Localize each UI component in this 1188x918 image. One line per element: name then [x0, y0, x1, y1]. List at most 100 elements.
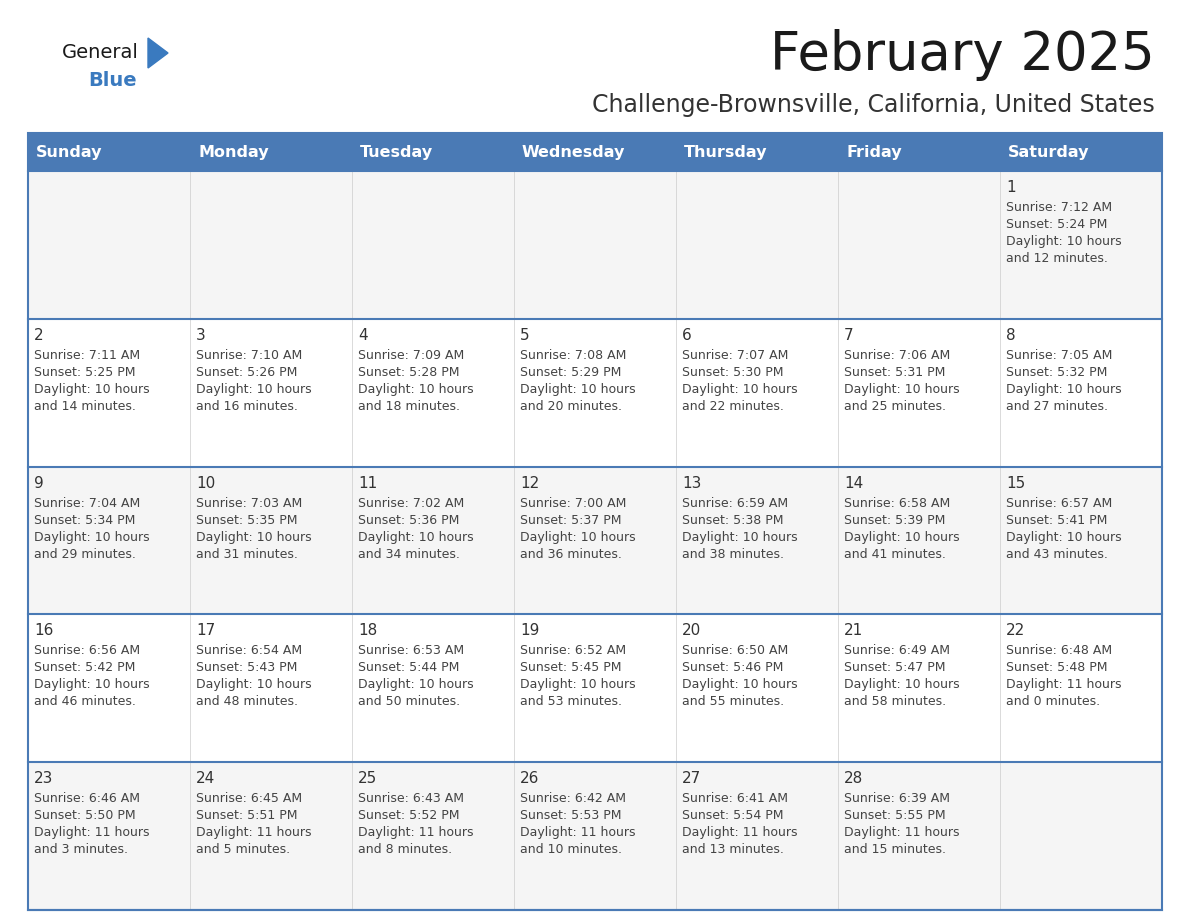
Bar — [190, 466, 352, 614]
Text: 25: 25 — [358, 771, 378, 786]
Text: 19: 19 — [520, 623, 539, 638]
Text: Tuesday: Tuesday — [360, 144, 434, 160]
Text: Sunrise: 6:46 AM: Sunrise: 6:46 AM — [34, 792, 140, 805]
Bar — [29, 133, 1162, 910]
Text: Sunrise: 6:39 AM: Sunrise: 6:39 AM — [843, 792, 950, 805]
Text: Sunset: 5:51 PM: Sunset: 5:51 PM — [196, 809, 297, 823]
Text: 20: 20 — [682, 623, 701, 638]
Text: Daylight: 11 hours: Daylight: 11 hours — [682, 826, 797, 839]
Text: Daylight: 10 hours: Daylight: 10 hours — [34, 383, 150, 396]
Text: 28: 28 — [843, 771, 864, 786]
Text: Daylight: 11 hours: Daylight: 11 hours — [1006, 678, 1121, 691]
Text: and 5 minutes.: and 5 minutes. — [196, 844, 290, 856]
Bar — [676, 466, 838, 614]
Text: 15: 15 — [1006, 476, 1025, 490]
Text: Daylight: 10 hours: Daylight: 10 hours — [682, 678, 797, 691]
Text: Sunset: 5:24 PM: Sunset: 5:24 PM — [1006, 218, 1107, 231]
Bar — [190, 133, 352, 171]
Text: General: General — [62, 42, 139, 62]
Text: Sunset: 5:45 PM: Sunset: 5:45 PM — [520, 661, 621, 675]
Text: and 18 minutes.: and 18 minutes. — [358, 400, 460, 413]
Bar — [676, 614, 838, 762]
Text: Sunset: 5:38 PM: Sunset: 5:38 PM — [682, 513, 784, 527]
Text: Daylight: 11 hours: Daylight: 11 hours — [196, 826, 311, 839]
Bar — [190, 614, 352, 762]
Bar — [676, 319, 838, 466]
Bar — [838, 319, 1000, 466]
Text: and 8 minutes.: and 8 minutes. — [358, 844, 453, 856]
Text: and 46 minutes.: and 46 minutes. — [34, 696, 135, 709]
Text: and 0 minutes.: and 0 minutes. — [1006, 696, 1100, 709]
Text: Sunrise: 6:45 AM: Sunrise: 6:45 AM — [196, 792, 302, 805]
Text: Sunrise: 6:52 AM: Sunrise: 6:52 AM — [520, 644, 626, 657]
Text: and 34 minutes.: and 34 minutes. — [358, 548, 460, 561]
Text: Daylight: 10 hours: Daylight: 10 hours — [520, 383, 636, 396]
Text: and 25 minutes.: and 25 minutes. — [843, 400, 946, 413]
Bar — [1000, 614, 1162, 762]
Bar — [190, 319, 352, 466]
Bar — [676, 762, 838, 910]
Text: Daylight: 10 hours: Daylight: 10 hours — [1006, 531, 1121, 543]
Text: Saturday: Saturday — [1007, 144, 1089, 160]
Text: Sunrise: 7:03 AM: Sunrise: 7:03 AM — [196, 497, 302, 509]
Text: Sunset: 5:48 PM: Sunset: 5:48 PM — [1006, 661, 1107, 675]
Text: and 50 minutes.: and 50 minutes. — [358, 696, 460, 709]
Text: 2: 2 — [34, 328, 44, 342]
Text: Sunrise: 7:08 AM: Sunrise: 7:08 AM — [520, 349, 626, 362]
Text: and 41 minutes.: and 41 minutes. — [843, 548, 946, 561]
Bar — [838, 466, 1000, 614]
Text: Sunset: 5:34 PM: Sunset: 5:34 PM — [34, 513, 135, 527]
Bar — [352, 614, 514, 762]
Bar — [838, 133, 1000, 171]
Bar — [29, 614, 190, 762]
Text: Sunrise: 6:41 AM: Sunrise: 6:41 AM — [682, 792, 788, 805]
Text: Sunset: 5:54 PM: Sunset: 5:54 PM — [682, 809, 784, 823]
Text: Daylight: 10 hours: Daylight: 10 hours — [843, 678, 960, 691]
Bar — [29, 133, 190, 171]
Text: Daylight: 10 hours: Daylight: 10 hours — [520, 678, 636, 691]
Text: and 3 minutes.: and 3 minutes. — [34, 844, 128, 856]
Text: Sunset: 5:47 PM: Sunset: 5:47 PM — [843, 661, 946, 675]
Text: and 16 minutes.: and 16 minutes. — [196, 400, 298, 413]
Text: Sunset: 5:41 PM: Sunset: 5:41 PM — [1006, 513, 1107, 527]
Text: Sunset: 5:39 PM: Sunset: 5:39 PM — [843, 513, 946, 527]
Text: and 15 minutes.: and 15 minutes. — [843, 844, 946, 856]
Text: Daylight: 10 hours: Daylight: 10 hours — [682, 531, 797, 543]
Text: Sunrise: 6:54 AM: Sunrise: 6:54 AM — [196, 644, 302, 657]
Text: Daylight: 10 hours: Daylight: 10 hours — [358, 531, 474, 543]
Text: Thursday: Thursday — [684, 144, 767, 160]
Text: and 53 minutes.: and 53 minutes. — [520, 696, 623, 709]
Text: Daylight: 11 hours: Daylight: 11 hours — [843, 826, 960, 839]
Text: and 43 minutes.: and 43 minutes. — [1006, 548, 1108, 561]
Text: Blue: Blue — [88, 71, 137, 89]
Bar — [1000, 466, 1162, 614]
Text: and 29 minutes.: and 29 minutes. — [34, 548, 135, 561]
Text: Sunrise: 7:00 AM: Sunrise: 7:00 AM — [520, 497, 626, 509]
Text: Sunrise: 7:11 AM: Sunrise: 7:11 AM — [34, 349, 140, 362]
Text: 13: 13 — [682, 476, 701, 490]
Text: Daylight: 10 hours: Daylight: 10 hours — [34, 678, 150, 691]
Text: 9: 9 — [34, 476, 44, 490]
Text: Daylight: 11 hours: Daylight: 11 hours — [34, 826, 150, 839]
Text: Sunset: 5:31 PM: Sunset: 5:31 PM — [843, 365, 946, 379]
Text: Sunrise: 6:59 AM: Sunrise: 6:59 AM — [682, 497, 788, 509]
Text: 3: 3 — [196, 328, 206, 342]
Text: 26: 26 — [520, 771, 539, 786]
Text: Sunset: 5:25 PM: Sunset: 5:25 PM — [34, 365, 135, 379]
Text: 12: 12 — [520, 476, 539, 490]
Bar — [352, 466, 514, 614]
Text: Sunset: 5:53 PM: Sunset: 5:53 PM — [520, 809, 621, 823]
Text: 24: 24 — [196, 771, 215, 786]
Text: Daylight: 10 hours: Daylight: 10 hours — [196, 531, 311, 543]
Text: Sunrise: 6:53 AM: Sunrise: 6:53 AM — [358, 644, 465, 657]
Text: Sunrise: 7:05 AM: Sunrise: 7:05 AM — [1006, 349, 1112, 362]
Text: and 48 minutes.: and 48 minutes. — [196, 696, 298, 709]
Text: Sunset: 5:35 PM: Sunset: 5:35 PM — [196, 513, 297, 527]
Text: and 22 minutes.: and 22 minutes. — [682, 400, 784, 413]
Text: and 58 minutes.: and 58 minutes. — [843, 696, 946, 709]
Bar — [676, 133, 838, 171]
Text: Sunset: 5:28 PM: Sunset: 5:28 PM — [358, 365, 460, 379]
Bar — [352, 762, 514, 910]
Text: Sunrise: 6:56 AM: Sunrise: 6:56 AM — [34, 644, 140, 657]
Text: Daylight: 10 hours: Daylight: 10 hours — [520, 531, 636, 543]
